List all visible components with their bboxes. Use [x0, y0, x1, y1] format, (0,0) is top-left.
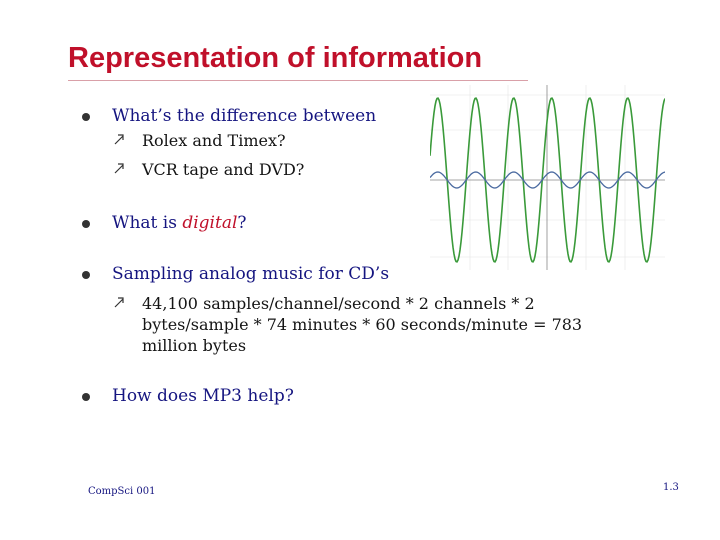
bullet-text: What is digital?	[112, 213, 247, 234]
footer-course: CompSci 001	[88, 486, 156, 497]
arrow-up-right-icon	[114, 163, 124, 174]
sub-bullet-text: Rolex and Timex?	[142, 131, 286, 150]
bullet-text-prefix: What is	[112, 213, 183, 233]
bullet-text-suffix: ?	[237, 213, 247, 233]
bullet-dot-icon	[82, 271, 90, 279]
arrow-up-right-icon	[114, 134, 124, 145]
title-divider	[68, 80, 528, 81]
bullet-dot-icon	[82, 113, 90, 121]
bullet-text: Sampling analog music for CD’s	[112, 264, 390, 284]
arrow-up-right-icon	[114, 297, 124, 308]
sine-wave-graph	[430, 85, 665, 270]
page-number: 1.3	[663, 482, 679, 493]
slide-title: Representation of information	[68, 42, 483, 74]
bullet-text: How does MP3 help?	[112, 386, 294, 406]
graph-grid	[430, 85, 665, 270]
large-sine-wave	[430, 97, 665, 263]
sub-bullet-text: VCR tape and DVD?	[142, 160, 305, 179]
sub-bullet-text-line: bytes/sample * 74 minutes * 60 seconds/m…	[142, 315, 583, 334]
emphasis-digital: digital	[182, 213, 238, 233]
small-sine-wave	[430, 171, 665, 189]
bullet-dot-icon	[82, 393, 90, 401]
bullet-text: What’s the difference between	[112, 106, 377, 126]
sub-bullet-text-line: 44,100 samples/channel/second * 2 channe…	[142, 294, 535, 313]
bullet-dot-icon	[82, 220, 90, 228]
sub-bullet-text-line: million bytes	[142, 336, 247, 355]
